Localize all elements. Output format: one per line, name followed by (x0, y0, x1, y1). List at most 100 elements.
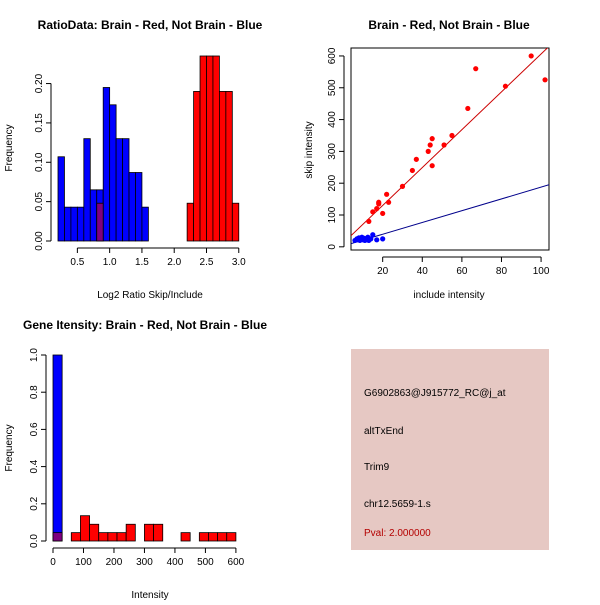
ratio-histogram-bars (57, 55, 240, 242)
intensity-histogram-y-tick-label: 0.2 (29, 496, 40, 510)
brain-point (528, 53, 534, 59)
scatter-y-tick-label: 200 (327, 174, 338, 191)
brain-point (409, 167, 415, 174)
intensity-histogram-red-bar (153, 523, 164, 542)
ratio-histogram-x-tick-label: 0.5 (70, 257, 84, 268)
intensity-histogram-red-bar (217, 532, 228, 542)
intensity-histogram-ylabel: Frequency (4, 424, 15, 471)
gene-name-text: Trim9 (364, 462, 390, 473)
not-brain-point (370, 232, 376, 238)
intensity-histogram-red-bar (180, 532, 191, 542)
intensity-histogram-title: Gene Itensity: Brain - Red, Not Brain - … (23, 318, 267, 332)
brain-point (502, 83, 509, 89)
ratio-histogram-red-bar (219, 91, 227, 242)
intensity-histogram-overlap-bar (52, 532, 63, 542)
ratio-histogram-x-tick-label: 1.0 (103, 257, 117, 268)
intensity-histogram-y-tick-label: 0.6 (29, 422, 40, 436)
brain-point (449, 132, 455, 139)
ratio-histogram-y-tick-label: 0.05 (34, 191, 45, 211)
intensity-histogram-red-bar (116, 532, 127, 542)
intensity-histogram-bars (52, 354, 237, 542)
scatter-ylabel: skip intensity (304, 121, 315, 178)
scatter-y-tick-label: 500 (327, 79, 338, 96)
ratio-histogram-blue-bar (109, 104, 117, 242)
ratio-histogram-blue-bar (57, 156, 65, 242)
intensity-histogram-red-bar (226, 532, 237, 542)
brain-point (370, 209, 376, 215)
ratio-histogram-red-bar (193, 91, 201, 242)
ratio-histogram-red-bar (225, 91, 233, 242)
brain-point (413, 156, 419, 162)
event-type-text: altTxEnd (364, 426, 403, 437)
intensity-histogram-y-tick-label: 0.4 (29, 459, 40, 473)
intensity-histogram-y-tick-label: 0.8 (29, 385, 40, 399)
brain-point (441, 142, 447, 148)
brain-point (384, 191, 390, 197)
intensity-histogram-red-bar (98, 532, 109, 542)
ratio-histogram-blue-bar (89, 189, 98, 242)
not-brain-fit-line (351, 184, 549, 245)
ratio-histogram-blue-bar (83, 138, 91, 242)
ratio-histogram-y-tick-label: 0.00 (34, 231, 45, 251)
intensity-histogram-x-tick-label: 600 (228, 557, 245, 568)
not-brain-point (374, 237, 380, 243)
ratio-histogram-x-tick-label: 2.5 (200, 257, 214, 268)
ratio-histogram-title: RatioData: Brain - Red, Not Brain - Blue (38, 18, 263, 32)
intensity-histogram-x-tick-label: 200 (106, 557, 123, 568)
ratio-histogram-red-bar (199, 55, 207, 242)
intensity-histogram-y-tick-label: 0.0 (29, 534, 40, 548)
ratio-histogram-blue-bar (70, 206, 78, 242)
ratio-histogram-blue-bar (64, 206, 72, 242)
not-brain-point (368, 236, 374, 242)
scatter-points (352, 53, 548, 244)
intensity-scatter-panel: Brain - Red, Not Brain - Blue 20 40 60 80 10… (304, 18, 550, 301)
brain-point (473, 66, 479, 72)
ratio-histogram-x-tick-label: 2.0 (167, 257, 181, 268)
scatter-title: Brain - Red, Not Brain - Blue (368, 18, 530, 32)
ratio-histogram-blue-bar (122, 138, 130, 242)
intensity-histogram-red-bar (208, 532, 219, 542)
ratio-histogram-red-bar (212, 55, 220, 242)
intensity-histogram-panel: Gene Itensity: Brain - Red, Not Brain - … (4, 318, 267, 601)
scatter-y-tick-label: 100 (327, 206, 338, 223)
brain-point (542, 77, 548, 83)
intensity-histogram-red-bar (80, 515, 90, 542)
brain-point (429, 136, 435, 142)
scatter-x-tick-label: 20 (377, 266, 389, 277)
brain-fit-line (351, 48, 549, 237)
intensity-histogram-red-bar (107, 532, 118, 542)
scatter-y-tick-label: 300 (327, 143, 338, 160)
intensity-histogram-x-tick-label: 300 (136, 557, 153, 568)
intensity-histogram-red-bar (89, 523, 100, 542)
probe-id-text: G6902863@J915772_RC@j_at (364, 388, 506, 399)
intensity-histogram-red-bar (125, 523, 136, 542)
ratio-histogram-red-bar (231, 202, 240, 242)
intensity-histogram-axes: 0 100 200 300 400 500 600 0.0 0.2 0.4 0.6 0.8 1.0 (29, 348, 245, 568)
intensity-histogram-red-bar (198, 532, 209, 542)
brain-point (386, 199, 392, 205)
brain-point (429, 163, 435, 169)
ratio-histogram-blue-bar (102, 87, 111, 242)
intensity-histogram-xlabel: Intensity (131, 590, 168, 600)
brain-point (374, 206, 380, 212)
intensity-histogram-x-tick-label: 0 (50, 557, 56, 568)
scatter-plot-box (350, 47, 550, 251)
ratio-histogram-red-bar (186, 202, 194, 242)
ratio-histogram-overlap-bar (96, 202, 104, 242)
ratio-histogram-axes: 0.5 1.0 1.5 2.0 2.5 3.0 0.00 0.05 0.10 0.15 0.20 (34, 73, 246, 268)
brain-point (399, 183, 406, 189)
scatter-x-tick-label: 40 (417, 266, 429, 277)
brain-point (380, 210, 386, 217)
location-text: chr12.5659-1.s (364, 499, 431, 510)
brain-point (427, 142, 433, 148)
ratio-histogram-y-tick-label: 0.10 (34, 152, 45, 172)
ratio-histogram-y-tick-label: 0.20 (34, 73, 45, 93)
intensity-histogram-x-tick-label: 500 (197, 557, 214, 568)
intensity-histogram-x-tick-label: 100 (75, 557, 92, 568)
ratio-histogram-blue-bar (76, 206, 85, 242)
not-brain-point (380, 236, 386, 242)
scatter-frame (350, 47, 550, 251)
ratio-histogram-x-tick-label: 1.5 (135, 257, 149, 268)
ratio-histogram-xlabel: Log2 Ratio Skip/Include (97, 290, 203, 301)
scatter-x-tick-label: 60 (456, 266, 468, 277)
